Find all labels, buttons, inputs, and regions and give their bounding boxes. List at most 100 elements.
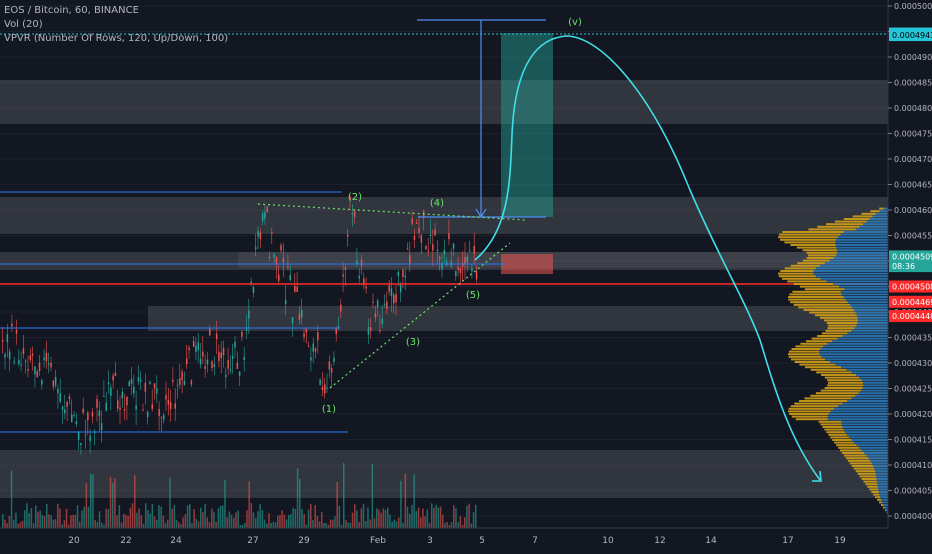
- candle: [278, 275, 280, 281]
- candle: [402, 270, 404, 277]
- volume-profile-down: [808, 254, 836, 256]
- volume-profile-up: [821, 348, 888, 350]
- candle: [264, 212, 266, 219]
- volume-profile-down: [805, 288, 845, 290]
- candle: [400, 285, 402, 293]
- volume-bar: [288, 515, 290, 528]
- volume-profile-down: [885, 509, 886, 511]
- volume-bar: [345, 520, 347, 528]
- candle: [117, 400, 119, 408]
- volume-profile-up: [863, 382, 888, 384]
- volume-profile-down: [805, 397, 852, 399]
- volume-profile-up: [838, 338, 888, 340]
- volume-bar: [332, 520, 334, 528]
- volume-bar: [44, 516, 46, 528]
- candle: [211, 361, 213, 368]
- candle: [391, 288, 393, 296]
- candle: [407, 249, 409, 250]
- volume-bar: [196, 519, 198, 528]
- volume-bar: [350, 523, 352, 528]
- volume-profile-down: [785, 267, 816, 269]
- candle: [336, 328, 338, 334]
- vpvr-indicator-label[interactable]: VPVR (Number Of Rows, 120, Up/Down, 100): [4, 32, 228, 46]
- volume-profile-down: [842, 452, 864, 454]
- volume-bar: [35, 506, 37, 528]
- volume-bar: [319, 521, 321, 528]
- volume-bar: [57, 504, 59, 528]
- volume-profile-up: [825, 262, 888, 264]
- volume-profile-up: [844, 231, 888, 233]
- volume-profile-up: [844, 429, 888, 431]
- candle: [131, 379, 133, 384]
- volume-profile-up: [852, 371, 888, 373]
- volume-profile-up: [827, 343, 888, 345]
- volume-bar: [125, 515, 127, 528]
- candle: [78, 432, 80, 440]
- candle: [184, 381, 186, 385]
- volume-profile-down: [789, 413, 828, 415]
- volume-profile-up: [854, 309, 888, 311]
- volume-profile-down: [797, 247, 836, 249]
- volume-profile-down: [827, 322, 858, 324]
- volume-profile-down: [789, 356, 822, 358]
- volume-bar: [325, 523, 327, 528]
- volume-bar: [215, 522, 217, 528]
- candle: [398, 272, 400, 276]
- volume-bar: [431, 503, 433, 528]
- candle: [464, 257, 466, 265]
- volume-profile-down: [826, 223, 863, 225]
- candle: [170, 402, 172, 409]
- volume-bar: [105, 509, 107, 528]
- volume-bar: [455, 508, 457, 528]
- volume-profile-up: [879, 494, 888, 496]
- volume-profile-down: [844, 218, 870, 220]
- volume-profile-down: [788, 299, 845, 301]
- candle: [457, 267, 459, 270]
- candle: [216, 334, 218, 340]
- volume-bar: [48, 514, 50, 528]
- volume-bar: [26, 503, 28, 528]
- volume-bar: [400, 481, 402, 528]
- volume-bar: [79, 522, 81, 528]
- volume-bar: [374, 518, 376, 528]
- candle: [414, 236, 416, 240]
- volume-bar: [413, 474, 415, 528]
- volume-profile-down: [854, 468, 875, 470]
- candle: [129, 382, 131, 387]
- volume-profile-up: [852, 306, 888, 308]
- volume-bar: [259, 504, 261, 528]
- volume-bar: [372, 464, 374, 528]
- candle: [37, 371, 39, 377]
- candle: [89, 435, 91, 441]
- volume-bar: [286, 519, 288, 528]
- volume-profile-up: [873, 465, 888, 467]
- volume-profile-down: [804, 309, 854, 311]
- volume-profile-down: [820, 317, 858, 319]
- candle: [340, 305, 342, 312]
- volume-profile-down: [790, 301, 848, 303]
- volume-bar: [310, 504, 312, 528]
- volume-profile-up: [878, 486, 888, 488]
- volume-profile-down: [879, 208, 883, 210]
- volume-profile-down: [861, 213, 875, 215]
- candle: [175, 403, 177, 408]
- volume-bar: [224, 480, 226, 528]
- volume-indicator-label[interactable]: Vol (20): [4, 18, 228, 32]
- volume-profile-up: [879, 491, 888, 493]
- volume-bar: [99, 511, 101, 528]
- volume-profile-down: [807, 257, 834, 259]
- volume-profile-up: [834, 408, 888, 410]
- volume-profile-down: [816, 371, 851, 373]
- symbol-title[interactable]: EOS / Bitcoin, 60, BINANCE: [4, 4, 228, 18]
- time-tick-label: 19: [834, 536, 846, 546]
- candle: [248, 311, 250, 319]
- volume-profile-up: [877, 478, 888, 480]
- volume-bar: [308, 510, 310, 528]
- volume-bar: [17, 524, 19, 528]
